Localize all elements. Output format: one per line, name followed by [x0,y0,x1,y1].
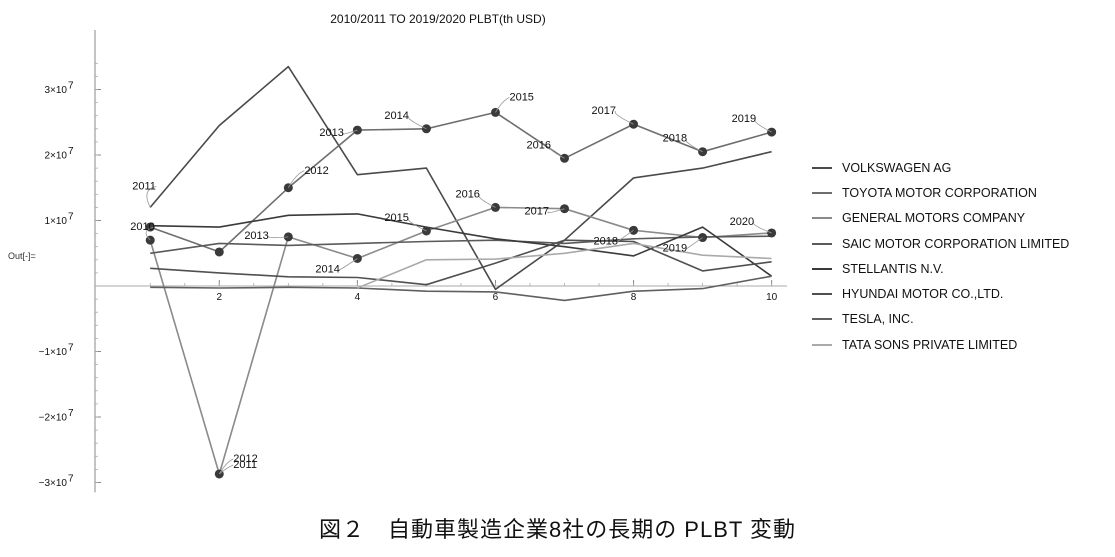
legend-item: STELLANTIS N.V. [812,256,1112,281]
legend-swatch [812,242,832,245]
data-label: 2015 [384,212,408,224]
legend-swatch [812,166,832,169]
annotation-leader [267,235,289,239]
legend-label: STELLANTIS N.V. [842,261,944,276]
legend-item: TATA SONS PRIVATE LIMITED [812,332,1112,357]
annotation-leader [407,115,427,130]
legend-label: TESLA, INC. [842,312,914,327]
data-label: 2016 [455,188,479,200]
series-line-6 [150,239,772,286]
y-tick-label: 3×10 [44,85,67,96]
legend-item: SAIC MOTOR CORPORATION LIMITED [812,231,1112,256]
annotation-leader [549,144,565,159]
legend-item: HYUNDAI MOTOR CO.,LTD. [812,281,1112,306]
legend-swatch [812,318,832,321]
legend-label: SAIC MOTOR CORPORATION LIMITED [842,236,1070,251]
y-tick-exponent: 7 [68,408,74,419]
figure-caption: 図２ 自動車製造企業8社の長期の PLBT 変動 [318,517,797,542]
legend-swatch [812,191,832,194]
legend-swatch [812,217,832,220]
y-tick-label: −2×10 [39,413,68,424]
data-label: 2018 [594,235,618,247]
data-label: 2013 [319,127,343,139]
x-tick-label: 4 [355,292,361,303]
data-label: 2020 [730,216,754,228]
y-tick-label: 1×10 [44,216,67,227]
legend-item: TESLA, INC. [812,307,1112,332]
series-line-8 [357,242,772,289]
y-tick-exponent: 7 [68,146,74,157]
legend-label: TOYOTA MOTOR CORPORATION [842,185,1037,200]
data-label: 2015 [509,91,533,103]
y-tick-exponent: 7 [68,343,74,354]
chart-legend: VOLKSWAGEN AG TOYOTA MOTOR CORPORATION GEN… [812,155,1112,357]
annotation-leader [407,217,427,232]
legend-label: VOLKSWAGEN AG [842,160,952,175]
data-label: 2012 [233,453,257,465]
annotation-leader [145,226,155,241]
x-tick-label: 6 [493,292,499,303]
data-label: 2019 [663,243,687,255]
y-tick-exponent: 7 [68,212,74,223]
data-label: 2017 [525,206,549,218]
series-line-7 [150,275,772,302]
chart-title: 2010/2011 TO 2019/2020 PLBT(th USD) [330,12,545,26]
legend-label: GENERAL MOTORS COMPANY [842,211,1026,226]
series-line-4 [150,235,772,255]
data-label: 2019 [732,113,756,125]
annotation-leader [146,186,157,208]
annotation-leader [478,194,496,208]
annotation-leader [218,458,234,475]
y-tick-label: −3×10 [39,478,68,489]
out-label: Out[-]= [8,251,36,261]
series-line-2 [149,111,772,253]
series-line-3 [149,206,772,475]
annotation-leader [341,129,358,135]
data-label: 2013 [244,230,268,242]
y-tick-label: −1×10 [39,347,68,358]
data-label: 2014 [315,263,339,275]
annotation-layer: 2011201220132014201520162017201820192010… [130,91,772,475]
legend-item: TOYOTA MOTOR CORPORATION [812,180,1112,205]
legend-item: GENERAL MOTORS COMPANY [812,206,1112,231]
legend-label: HYUNDAI MOTOR CO.,LTD. [842,287,1004,302]
annotation-leader [495,97,510,113]
x-tick-label: 10 [766,292,778,303]
data-label: 2017 [592,105,616,117]
legend-label: TATA SONS PRIVATE LIMITED [842,337,1018,352]
y-tick-exponent: 7 [68,474,74,485]
data-label: 2011 [132,180,156,192]
marker-layer [145,107,777,479]
data-label: 2018 [663,133,687,145]
annotation-leader [616,229,634,243]
y-tick-label: 2×10 [44,151,67,162]
data-label: 2010 [130,221,154,233]
data-label: 2012 [304,165,328,177]
line-chart: 2010/2011 TO 2019/2020 PLBT(th USD) 3×10… [39,12,787,493]
legend-item: VOLKSWAGEN AG [812,155,1112,180]
axes: 3×10 72×10 71×10 7−1×10 7−2×10 7−3×10 72 4 6 8 10 [39,30,787,493]
annotation-leader [752,221,772,234]
series-layer [149,65,773,475]
data-label: 2016 [527,139,551,151]
y-tick-exponent: 7 [68,81,74,92]
annotation-leader [685,138,703,153]
legend-swatch [812,343,832,346]
series-line-1 [149,65,772,291]
annotation-leader [685,237,703,250]
annotation-leader [754,118,772,133]
series-line-5 [150,213,773,277]
annotation-leader [287,170,305,188]
annotation-leader [614,110,634,125]
x-tick-label: 2 [217,292,223,303]
annotation-leader [547,208,565,214]
annotation-leader [338,258,358,271]
data-label: 2011 [233,459,257,471]
x-tick-label: 8 [631,292,637,303]
data-point [214,247,224,257]
data-label: 2014 [384,110,408,122]
annotation-leader [219,464,234,475]
legend-swatch [812,267,832,270]
legend-swatch [812,293,832,296]
